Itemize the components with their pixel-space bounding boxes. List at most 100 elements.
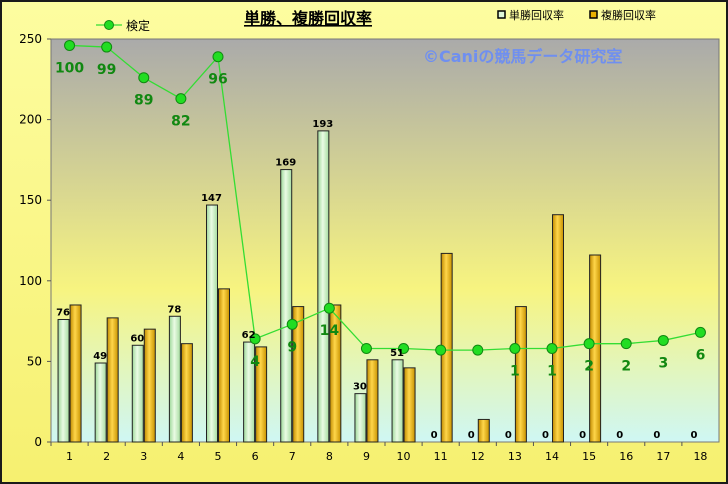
bar-win-1	[57, 318, 70, 443]
test-value-label-6: 4	[250, 354, 260, 370]
win-value-label-17: 0	[653, 430, 660, 441]
bar-win-2	[94, 362, 107, 443]
test-point-16	[620, 338, 632, 350]
test-point-3	[138, 72, 150, 84]
bar-place-7	[292, 306, 305, 443]
test-point-10	[398, 343, 410, 355]
bar-place-1	[69, 304, 82, 443]
legend: 検定 単勝回収率 複勝回収率	[96, 8, 656, 33]
bar-place-5	[218, 288, 230, 443]
test-point-18	[694, 326, 706, 338]
win-value-label-1: 76	[56, 307, 70, 318]
bar-win-10	[391, 359, 404, 443]
bar-place-4	[180, 343, 193, 443]
win-value-label-15: 0	[579, 430, 586, 441]
x-tick-label-17: 17	[656, 450, 670, 463]
win-value-label-16: 0	[616, 430, 623, 441]
x-tick-label-12: 12	[471, 450, 485, 463]
win-value-label-18: 0	[690, 430, 697, 441]
y-tick-label-200: 200	[19, 113, 42, 127]
test-line	[69, 44, 701, 351]
test-point-7	[286, 318, 298, 330]
legend-win-swatch	[497, 10, 506, 19]
bar-place-14	[552, 214, 564, 443]
test-value-label-16: 2	[621, 359, 631, 375]
bar-place-2	[106, 317, 119, 443]
bar-win-7	[280, 169, 293, 443]
bar-place-10	[403, 367, 416, 443]
bar-win-5	[206, 204, 218, 443]
test-point-9	[360, 343, 372, 355]
win-value-label-14: 0	[542, 430, 549, 441]
x-tick-label-3: 3	[140, 450, 147, 463]
x-tick-label-9: 9	[363, 450, 370, 463]
test-point-4	[175, 93, 187, 105]
bar-place-3	[143, 328, 156, 443]
test-point-1	[64, 39, 76, 51]
watermark-text: ©Caniの競馬データ研究室	[423, 47, 622, 66]
win-value-label-12: 0	[468, 430, 475, 441]
test-point-13	[509, 343, 521, 355]
y-tick-label-0: 0	[34, 435, 42, 449]
bar-win-9	[354, 393, 367, 443]
win-value-label-11: 0	[431, 430, 438, 441]
test-point-14	[546, 343, 558, 355]
test-point-12	[472, 344, 484, 356]
win-value-label-7: 169	[275, 158, 296, 169]
x-tick-label-13: 13	[508, 450, 522, 463]
x-tick-label-1: 1	[66, 450, 73, 463]
test-point-15	[583, 338, 595, 350]
x-tick-label-4: 4	[177, 450, 184, 463]
test-point-11	[435, 344, 447, 356]
x-tick-label-2: 2	[103, 450, 110, 463]
legend-win-label: 単勝回収率	[509, 8, 564, 22]
bar-place-6	[255, 346, 268, 443]
y-tick-label-100: 100	[19, 274, 42, 288]
x-tick-label-5: 5	[215, 450, 222, 463]
bar-win-8	[317, 130, 330, 443]
bar-place-13	[514, 306, 527, 443]
test-value-label-13: 1	[510, 364, 520, 380]
x-tick-label-10: 10	[397, 450, 411, 463]
test-value-label-14: 1	[547, 364, 557, 380]
bar-place-8	[329, 304, 342, 443]
x-tick-label-16: 16	[619, 450, 633, 463]
test-point-2	[101, 41, 113, 53]
win-value-label-2: 49	[93, 351, 107, 362]
test-value-label-8: 14	[320, 323, 340, 339]
test-value-label-5: 96	[208, 72, 227, 88]
win-value-label-3: 60	[130, 333, 144, 344]
win-value-label-4: 78	[167, 304, 181, 315]
legend-test-label: 検定	[126, 18, 150, 33]
win-value-label-10: 51	[390, 348, 404, 359]
bar-win-4	[168, 315, 181, 443]
chart-title: 単勝、複勝回収率	[244, 9, 372, 28]
test-value-label-15: 2	[584, 359, 594, 375]
bar-place-9	[366, 359, 379, 443]
test-value-label-17: 3	[658, 355, 668, 371]
x-tick-label-18: 18	[693, 450, 707, 463]
test-point-5	[212, 51, 224, 63]
bar-place-12	[477, 418, 490, 443]
test-point-17	[657, 334, 669, 346]
plot-area	[50, 38, 720, 443]
x-tick-label-14: 14	[545, 450, 559, 463]
bar-win-6	[243, 341, 256, 443]
legend-place-label: 複勝回収率	[601, 8, 656, 22]
test-value-label-4: 82	[171, 114, 190, 130]
test-value-label-18: 6	[696, 347, 706, 363]
test-value-label-1: 100	[55, 60, 84, 76]
win-value-label-5: 147	[201, 193, 222, 204]
x-tick-label-15: 15	[582, 450, 596, 463]
test-value-label-7: 9	[287, 339, 297, 355]
bar-win-3	[131, 344, 144, 443]
x-tick-label-8: 8	[326, 450, 333, 463]
y-tick-label-50: 50	[27, 354, 42, 368]
x-tick-label-7: 7	[289, 450, 296, 463]
win-value-label-9: 30	[353, 382, 367, 393]
win-value-label-8: 193	[312, 119, 333, 130]
win-value-label-6: 62	[242, 330, 256, 341]
legend-test-marker	[104, 20, 114, 30]
